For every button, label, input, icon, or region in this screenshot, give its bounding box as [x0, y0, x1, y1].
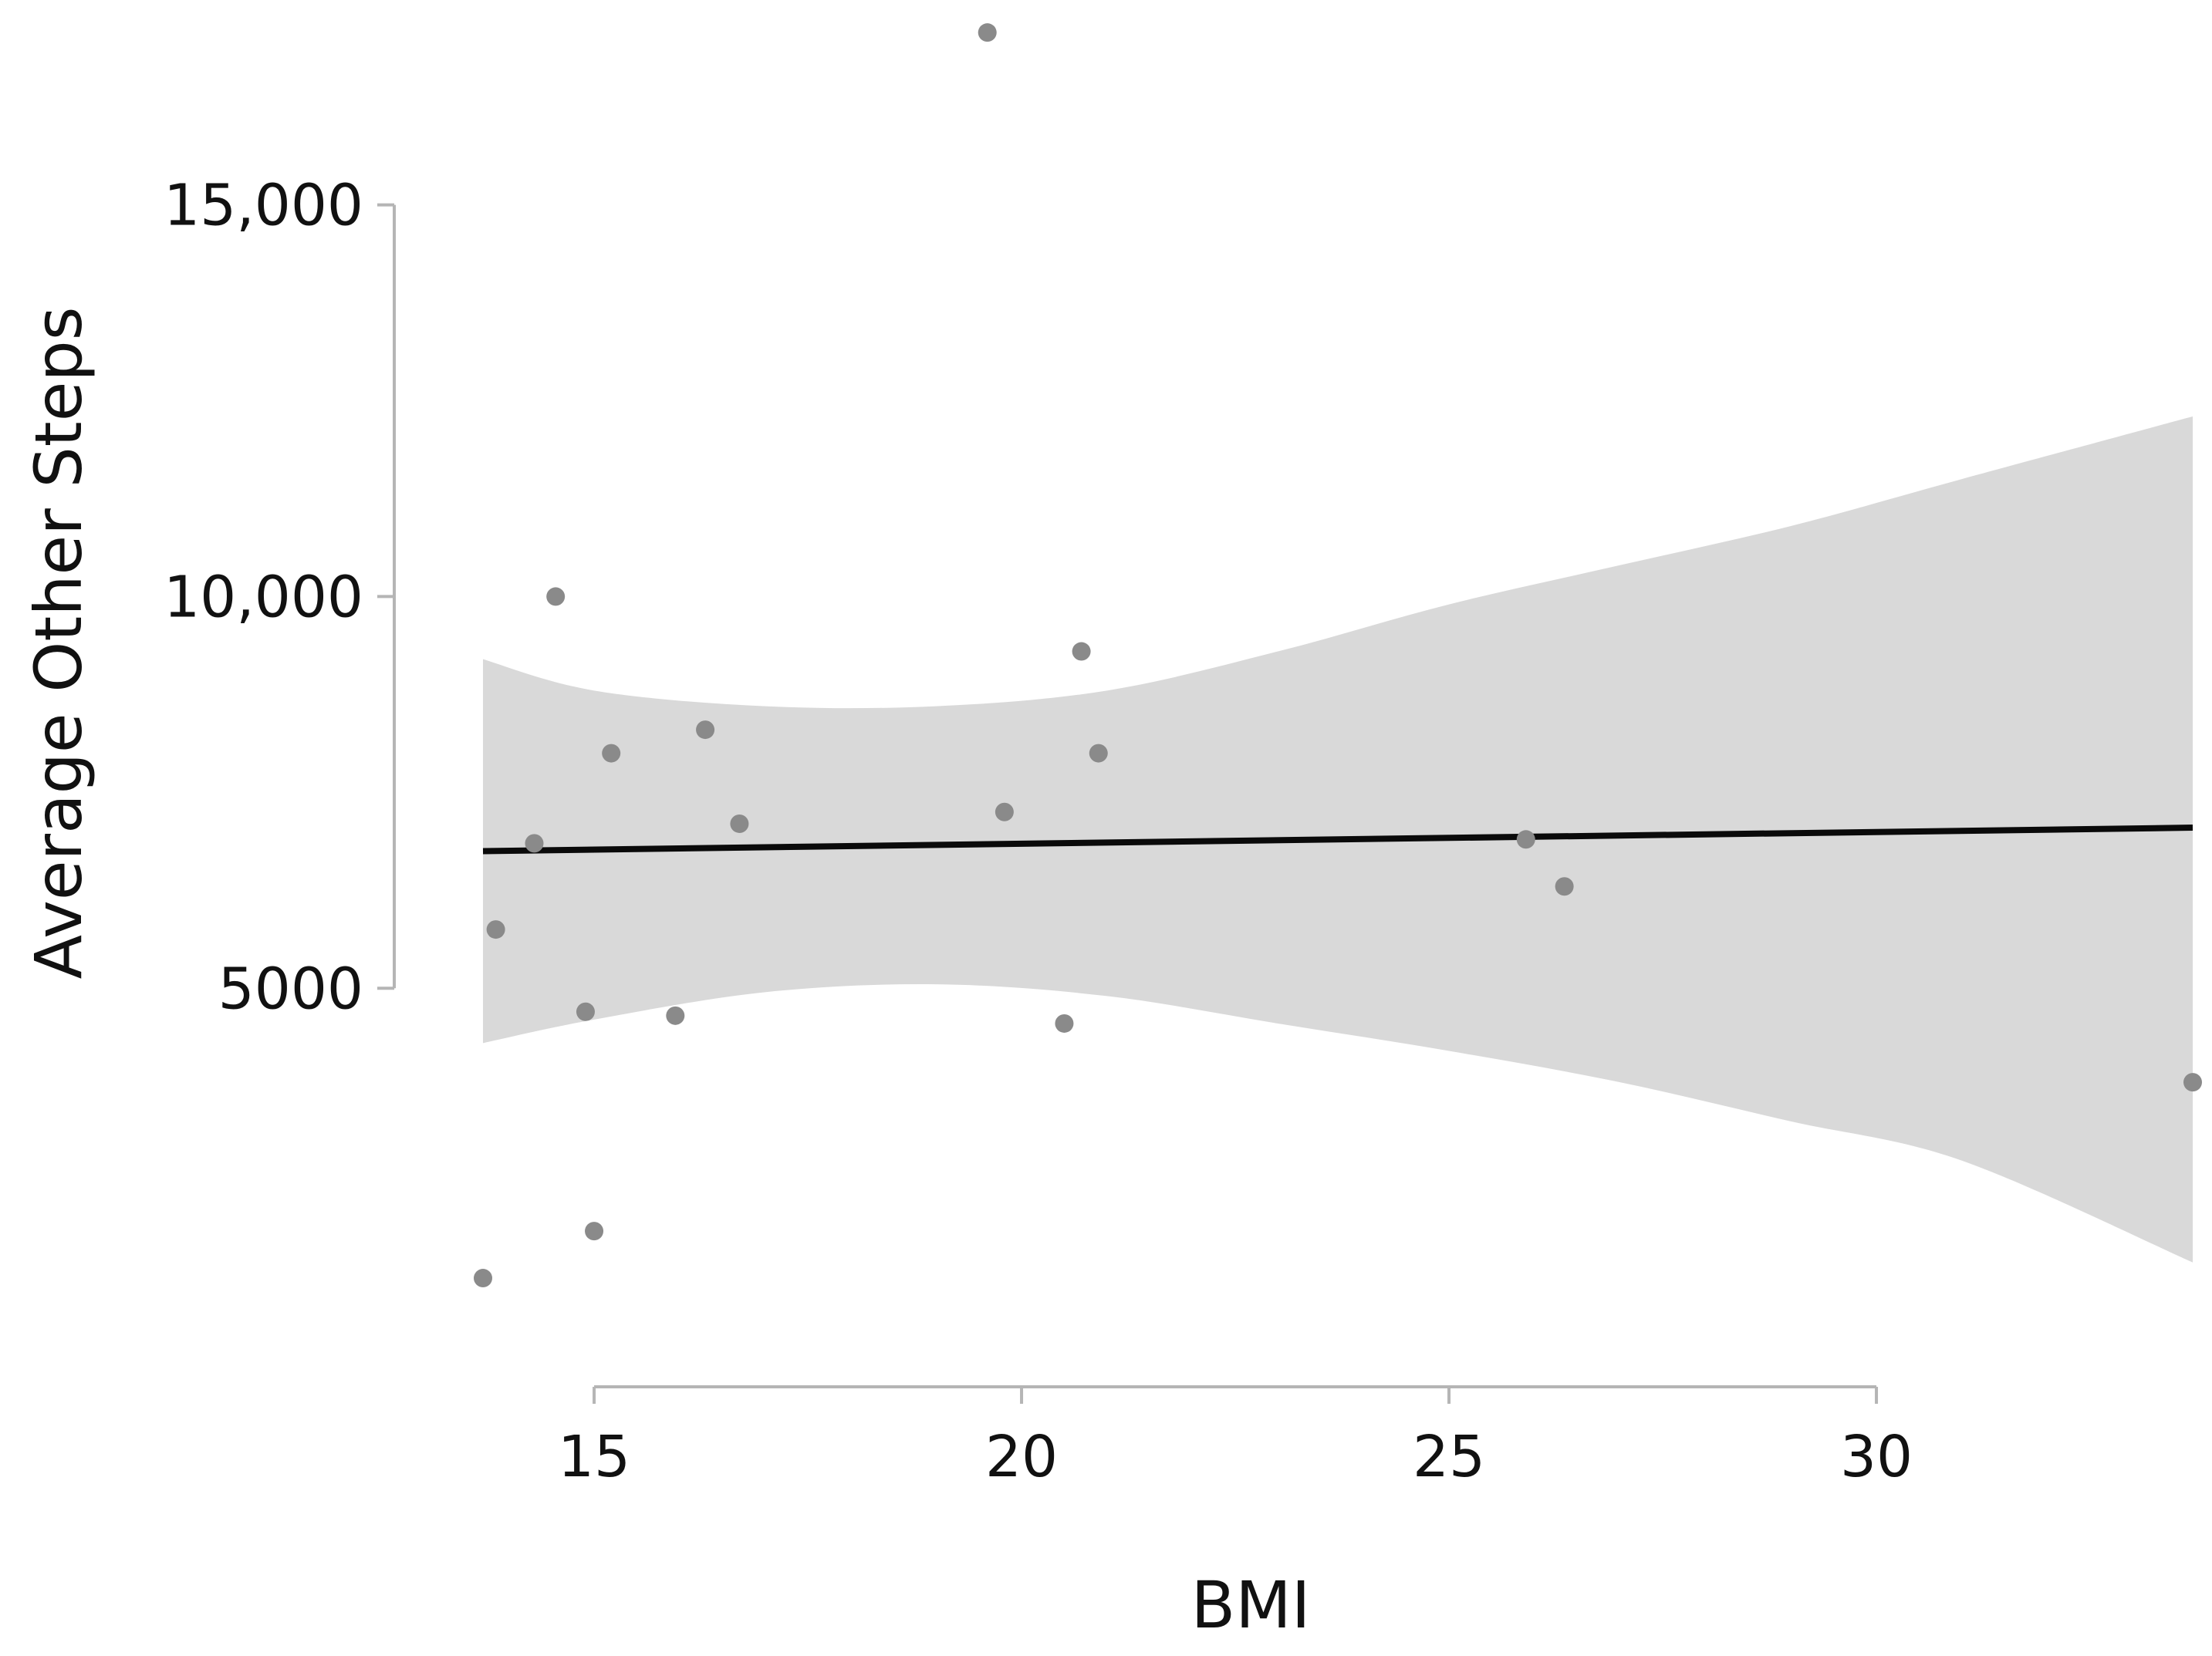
x-axis-ticks: 15 20 25 30	[558, 1387, 1913, 1490]
data-point	[1516, 830, 1535, 849]
x-axis: 15 20 25 30 BMI	[558, 1385, 1913, 1643]
y-axis-title: Average Other Steps	[21, 306, 96, 979]
data-point	[486, 920, 505, 939]
fit-line	[482, 825, 2193, 855]
data-point	[1072, 642, 1091, 661]
x-axis-title: BMI	[1191, 1567, 1311, 1643]
data-point	[666, 1006, 685, 1025]
data-points	[474, 23, 2202, 1288]
data-point	[525, 834, 544, 853]
data-point	[1555, 877, 1574, 896]
x-tick-label: 15	[558, 1424, 630, 1490]
data-point	[1055, 1013, 1074, 1033]
x-tick-label: 20	[985, 1424, 1058, 1490]
y-axis: 5000 10,000 15,000 Average Other Steps	[21, 173, 396, 1022]
data-point	[995, 802, 1014, 821]
data-point	[546, 587, 566, 606]
data-point	[696, 720, 715, 740]
y-tick-label: 10,000	[164, 564, 363, 630]
y-tick-label: 15,000	[164, 173, 363, 239]
data-point	[602, 744, 621, 763]
y-axis-ticks: 5000 10,000 15,000	[164, 173, 394, 1022]
plot-area	[474, 23, 2202, 1288]
x-tick-label: 25	[1413, 1424, 1485, 1490]
data-point	[2183, 1073, 2202, 1092]
data-point	[585, 1222, 604, 1241]
y-tick-label: 5000	[218, 956, 363, 1022]
data-point	[978, 23, 997, 42]
data-point	[1089, 744, 1108, 763]
data-point	[730, 814, 749, 833]
x-tick-label: 30	[1840, 1424, 1913, 1490]
data-point	[474, 1269, 492, 1288]
data-point	[576, 1002, 595, 1021]
